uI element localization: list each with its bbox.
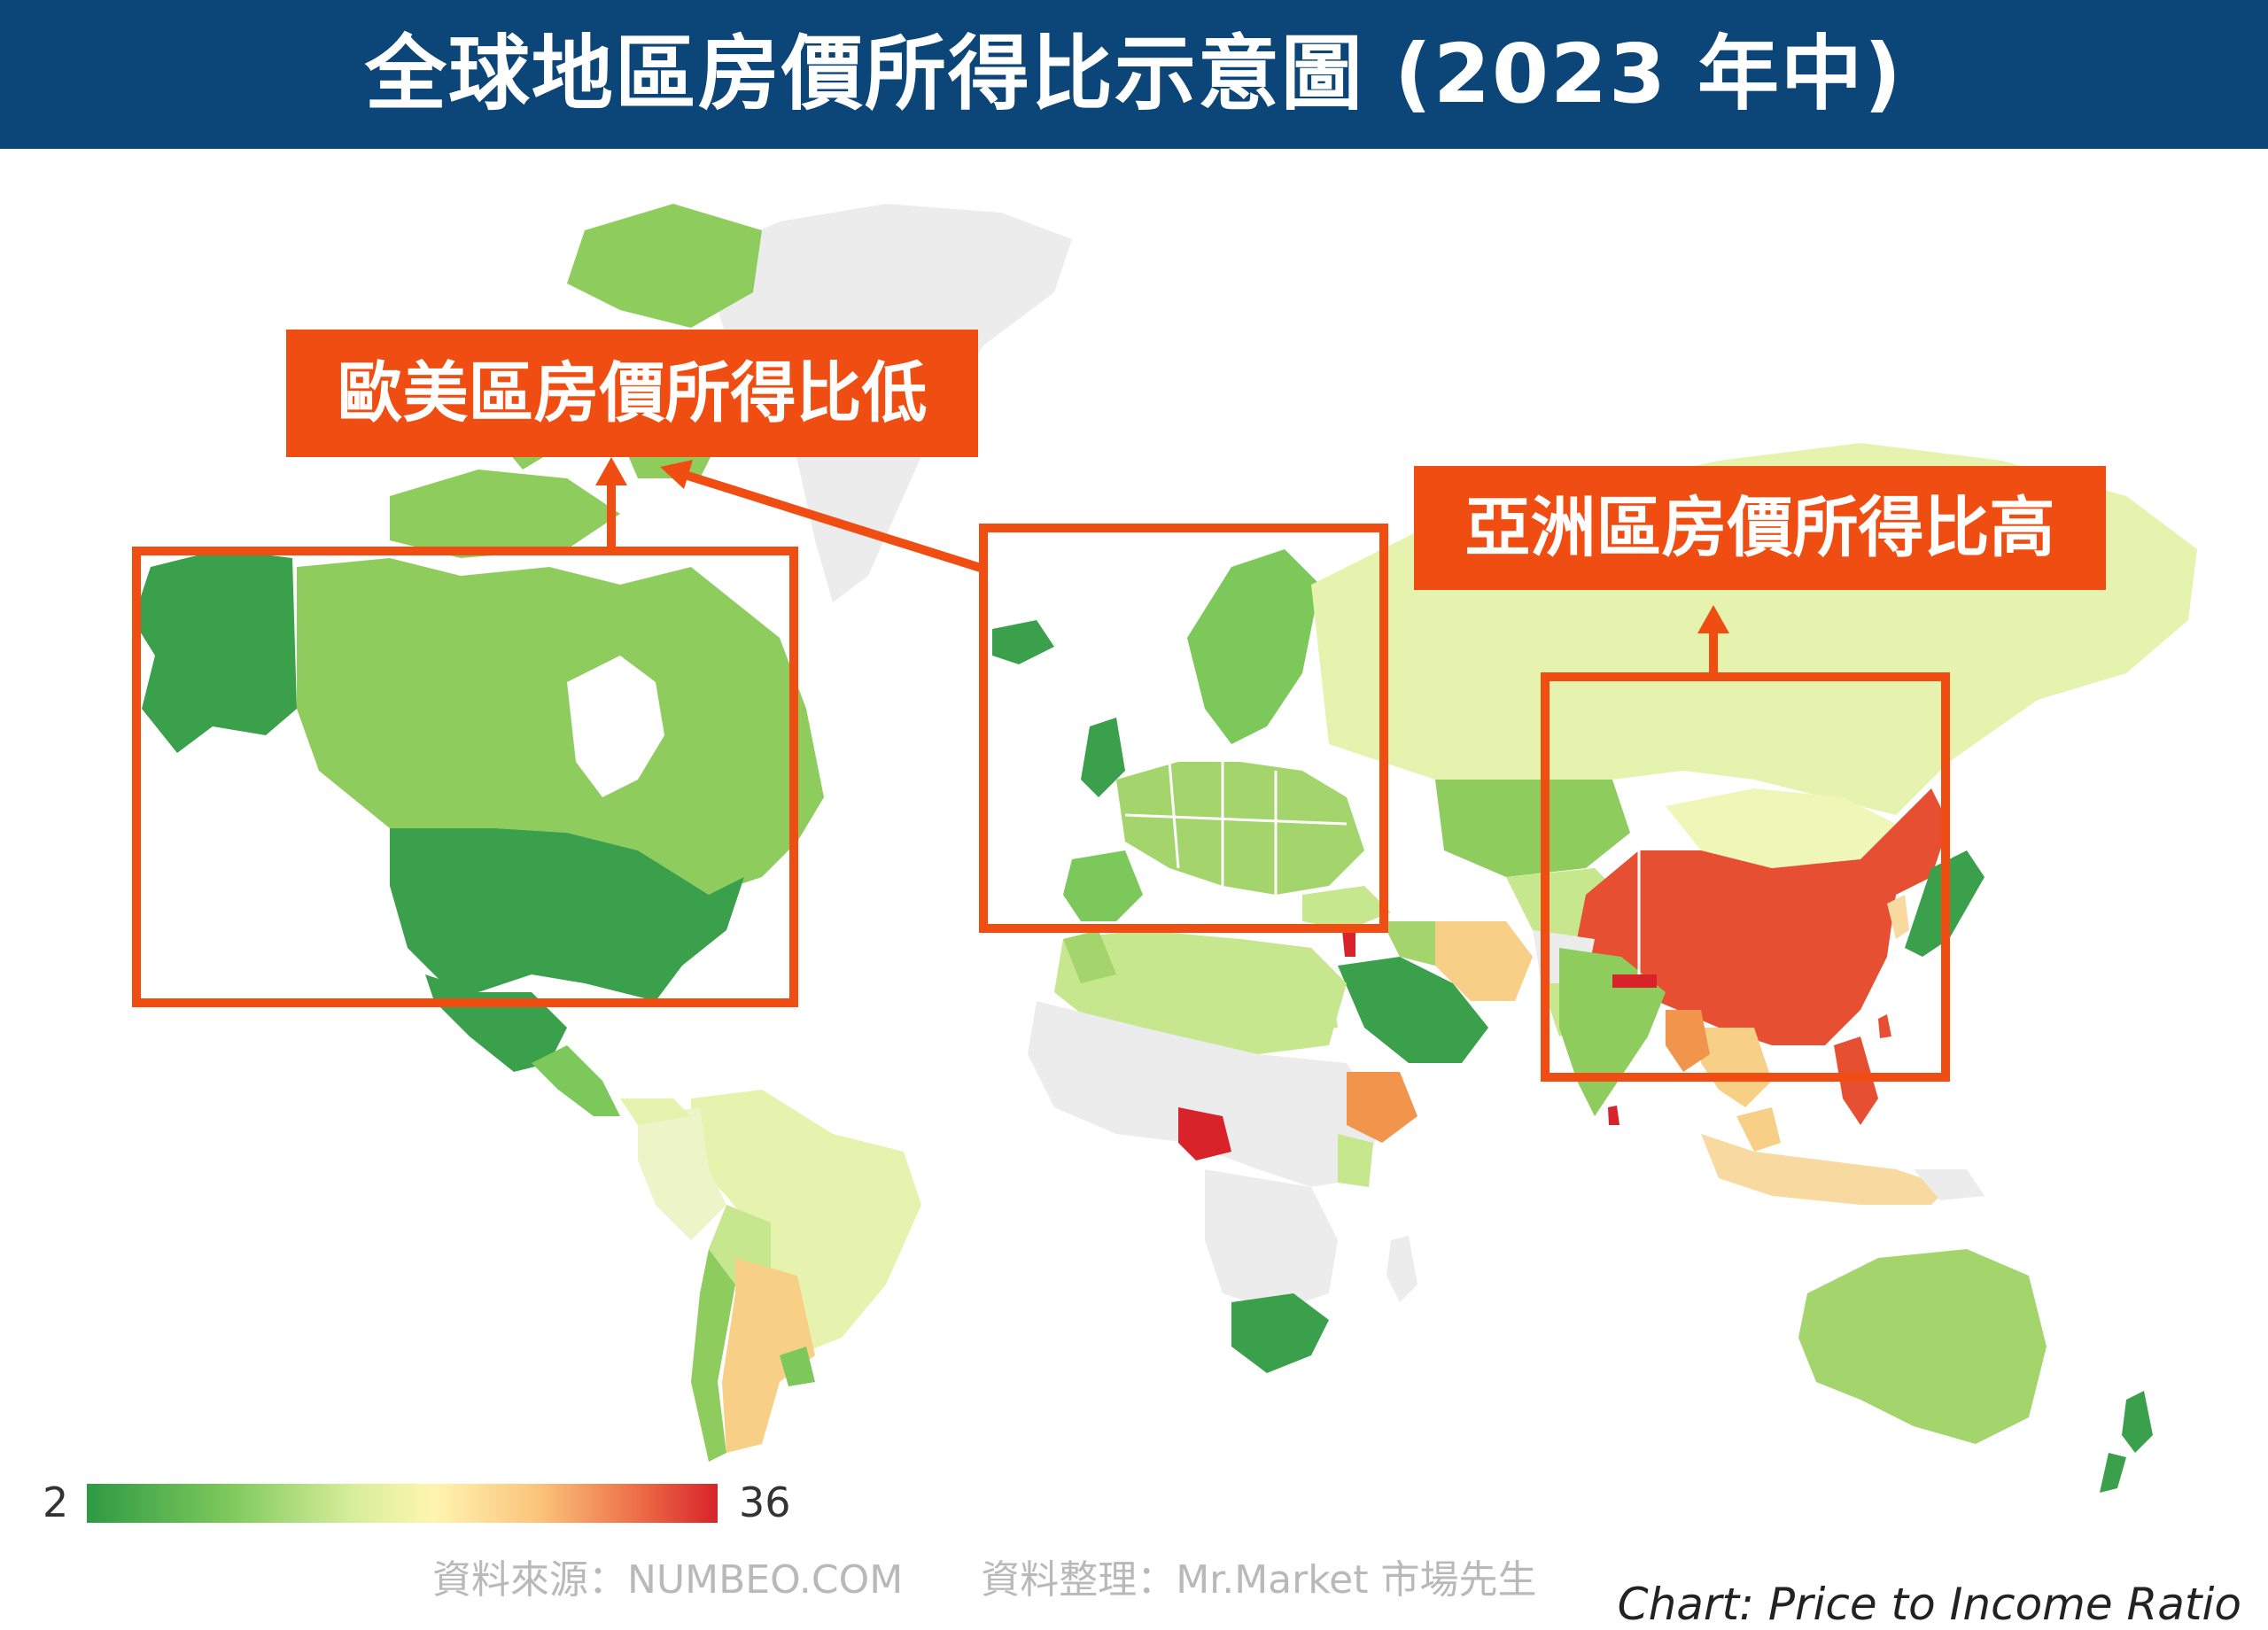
region-israel [1342, 926, 1355, 957]
region-kenya [1338, 1134, 1373, 1187]
highlight-box-europe [979, 524, 1388, 933]
region-uk [1081, 718, 1125, 797]
region-peru [638, 1107, 726, 1240]
region-korea [1887, 895, 1909, 939]
region-brazil [691, 1090, 921, 1355]
highlight-box-asia [1541, 672, 1950, 1082]
region-usa [390, 828, 744, 1001]
region-nepal [1612, 974, 1657, 988]
legend-color-scale [87, 1484, 718, 1523]
region-australia [1798, 1249, 2047, 1444]
region-china [1577, 788, 1949, 1045]
chart-caption: Chart: Price to Income Ratio [1617, 1579, 2241, 1630]
arrow-asia-up [1697, 605, 1729, 677]
region-cameroon [1178, 1107, 1231, 1160]
region-iran [1435, 921, 1533, 1001]
region-argentina [722, 1258, 815, 1453]
region-egypt [1276, 966, 1338, 1028]
region-scandinavia [1187, 549, 1320, 744]
region-western-europe [1116, 762, 1364, 895]
arrow-europe-to-callout [660, 460, 985, 573]
callout-west-low: 歐美區房價所得比低 [286, 330, 978, 457]
highlight-box-north-america [132, 547, 798, 1007]
region-mongolia [1666, 788, 1896, 868]
region-madagascar [1386, 1236, 1418, 1302]
region-ethiopia [1347, 1072, 1418, 1143]
region-indochina [1701, 1028, 1772, 1107]
region-sahel [1028, 1001, 1382, 1187]
region-taiwan [1878, 1014, 1891, 1038]
callout-asia-high: 亞洲區房價所得比高 [1414, 466, 2106, 590]
region-canada-arctic [567, 204, 762, 328]
region-kazakhstan [1435, 780, 1630, 877]
title-bar [0, 0, 2268, 149]
region-morocco [1063, 930, 1116, 983]
region-uruguay [780, 1347, 815, 1386]
legend-max-label: 36 [739, 1479, 791, 1526]
region-malaysia [1736, 1107, 1781, 1152]
page-title: 全球地區房價所得比示意圖 (2023 年中) [364, 27, 1904, 121]
source-credit: 資料來源：NUMBEO.COM 資料整理：Mr.Market 市場先生 [432, 1557, 1537, 1603]
region-turkey [1302, 886, 1391, 930]
arrow-america-up [595, 457, 627, 551]
region-chile [691, 1249, 735, 1462]
region-alaska [133, 549, 297, 753]
region-arabia [1338, 957, 1488, 1063]
region-iraq [1382, 921, 1435, 966]
region-north-africa [1054, 930, 1347, 1054]
region-iberia [1063, 850, 1143, 921]
region-png [1914, 1169, 1984, 1200]
legend-min-label: 2 [43, 1479, 69, 1526]
region-indonesia [1701, 1134, 1949, 1205]
region-newzealand [2122, 1391, 2153, 1453]
region-srilanka [1608, 1106, 1619, 1125]
region-canada [297, 558, 824, 895]
region-south-africa [1231, 1293, 1329, 1373]
region-central-africa [1205, 1169, 1338, 1311]
region-myanmar [1666, 1010, 1710, 1072]
region-iceland [992, 620, 1054, 664]
